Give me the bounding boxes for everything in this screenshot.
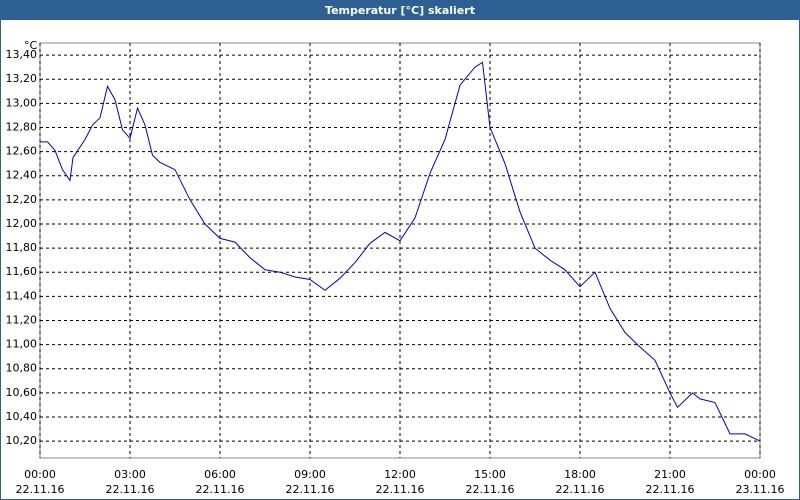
y-tick-label: 11,20 (6, 313, 38, 326)
x-tick-label: 06:00 (204, 468, 236, 481)
y-tick-label: 12,60 (6, 145, 38, 158)
plot-area (39, 42, 761, 459)
y-axis-label: °C (24, 39, 38, 52)
x-tick-date: 22.11.16 (286, 483, 335, 496)
x-tick-date: 22.11.16 (556, 483, 605, 496)
x-tick-date: 22.11.16 (646, 483, 695, 496)
y-tick-label: 10,40 (6, 410, 38, 423)
y-tick-label: 12,20 (6, 193, 38, 206)
x-tick-label: 00:00 (744, 468, 776, 481)
x-tick-date: 22.11.16 (196, 483, 245, 496)
y-tick-label: 10,80 (6, 362, 38, 375)
y-tick-label: 12,00 (6, 217, 38, 230)
y-tick-label: 11,80 (6, 241, 38, 254)
y-tick-label: 13,40 (6, 48, 38, 61)
x-tick-label: 00:00 (24, 468, 56, 481)
y-tick-label: 12,40 (6, 169, 38, 182)
y-tick-label: 13,20 (6, 72, 38, 85)
y-tick-label: 12,80 (6, 120, 38, 133)
x-tick-label: 12:00 (384, 468, 416, 481)
y-tick-label: 13,00 (6, 96, 38, 109)
x-tick-date: 23.11.16 (736, 483, 785, 496)
y-tick-label: 11,40 (6, 289, 38, 302)
temperature-line (40, 61, 761, 442)
y-tick-label: 11,60 (6, 265, 38, 278)
x-tick-date: 22.11.16 (466, 483, 515, 496)
x-tick-date: 22.11.16 (16, 483, 65, 496)
y-tick-label: 10,60 (6, 386, 38, 399)
x-tick-label: 09:00 (294, 468, 326, 481)
title-bar: Temperatur [°C] skaliert (1, 1, 799, 20)
x-tick-label: 15:00 (474, 468, 506, 481)
x-tick-date: 22.11.16 (106, 483, 155, 496)
x-tick-date: 22.11.16 (376, 483, 425, 496)
x-tick-label: 18:00 (564, 468, 596, 481)
x-tick-label: 03:00 (114, 468, 146, 481)
y-tick-label: 10,20 (6, 434, 38, 447)
y-tick-label: 11,00 (6, 338, 38, 351)
x-tick-label: 21:00 (654, 468, 686, 481)
